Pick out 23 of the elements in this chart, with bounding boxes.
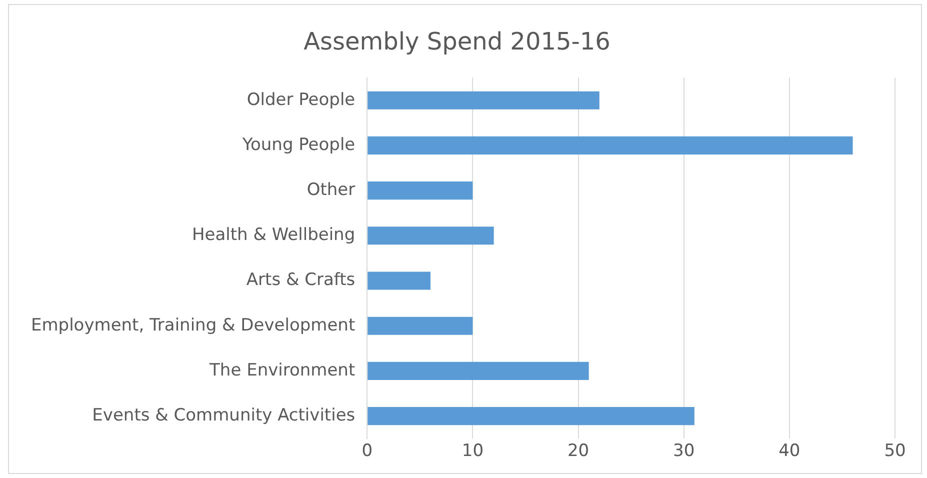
x-tick-label: 10 xyxy=(462,441,484,462)
x-tick-label: 20 xyxy=(567,441,590,462)
bar xyxy=(368,91,600,110)
bar xyxy=(368,316,473,335)
y-tick-label: The Environment xyxy=(208,360,356,380)
x-tick-label: 30 xyxy=(673,441,695,462)
y-tick-label: Other xyxy=(306,180,356,200)
y-tick-label: Older People xyxy=(246,90,356,110)
bar xyxy=(368,407,694,426)
bar xyxy=(368,182,473,200)
x-tick-label: 40 xyxy=(778,441,800,462)
x-tick-label: 50 xyxy=(884,441,906,462)
chart-title: Assembly Spend 2015-16 xyxy=(304,28,610,56)
y-tick-label: Arts & Crafts xyxy=(246,270,356,290)
bar xyxy=(368,362,589,380)
y-tick-label: Employment, Training & Development xyxy=(30,315,356,336)
y-tick-label: Health & Wellbeing xyxy=(192,225,356,246)
y-tick-label: Events & Community Activities xyxy=(92,405,356,426)
x-tick-label: 0 xyxy=(362,441,373,462)
bar xyxy=(368,136,853,154)
y-tick-label: Young People xyxy=(241,134,356,155)
bar xyxy=(368,226,494,245)
bar xyxy=(368,272,430,290)
